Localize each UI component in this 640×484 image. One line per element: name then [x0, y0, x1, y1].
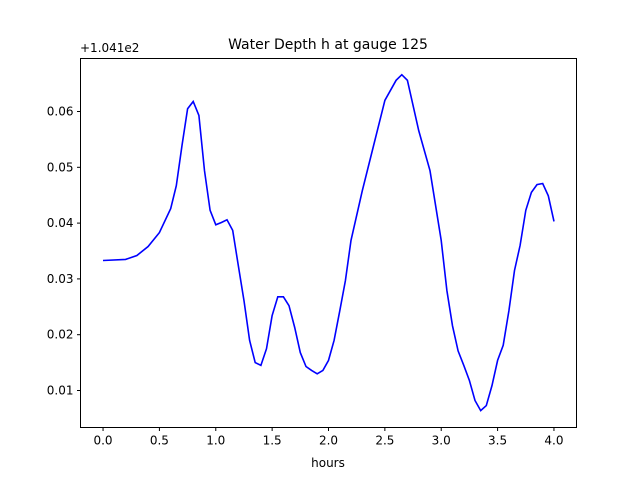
- x-tick-label: 0.5: [150, 434, 169, 448]
- y-tick-label: 0.05: [47, 160, 74, 174]
- y-tick-label: 0.01: [47, 384, 74, 398]
- x-tick-label: 2.5: [375, 434, 394, 448]
- x-tick-label: 0.0: [93, 434, 112, 448]
- y-tick-label: 0.02: [47, 328, 74, 342]
- x-tick-label: 1.5: [263, 434, 282, 448]
- x-tick-label: 2.0: [319, 434, 338, 448]
- y-tick-label: 0.03: [47, 272, 74, 286]
- x-tick-label: 4.0: [544, 434, 563, 448]
- plot-area-frame: [80, 58, 577, 428]
- x-tick-label: 3.5: [488, 434, 507, 448]
- x-axis-label: hours: [311, 456, 345, 470]
- y-tick-label: 0.04: [47, 216, 74, 230]
- series-line-h: [102, 73, 555, 412]
- chart-title: Water Depth h at gauge 125: [228, 37, 428, 53]
- y-offset-label: +1.041e2: [80, 41, 139, 55]
- x-tick-label: 1.0: [206, 434, 225, 448]
- y-tick-label: 0.06: [47, 105, 74, 119]
- x-tick-label: 3.0: [432, 434, 451, 448]
